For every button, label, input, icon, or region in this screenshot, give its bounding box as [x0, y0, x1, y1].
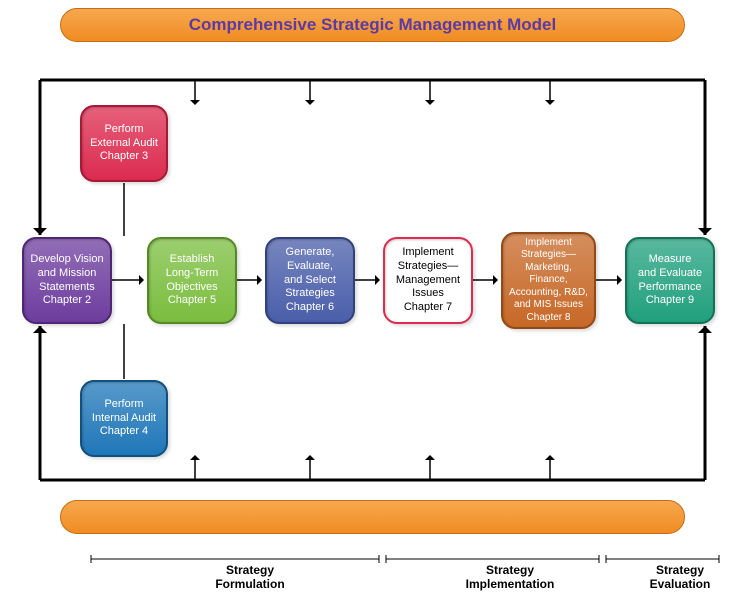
node-ch7: Implement Strategies— Management Issues … [383, 237, 473, 324]
node-ch6: Generate, Evaluate, and Select Strategie… [265, 237, 355, 324]
phase-label: Strategy Evaluation [625, 563, 735, 591]
node-ch5: Establish Long-Term Objectives Chapter 5 [147, 237, 237, 324]
node-ch8: Implement Strategies— Marketing, Finance… [501, 232, 596, 329]
node-ch9: Measure and Evaluate Performance Chapter… [625, 237, 715, 324]
title-text: Comprehensive Strategic Management Model [189, 15, 556, 35]
phase-label: Strategy Implementation [455, 563, 565, 591]
phase-label: Strategy Formulation [195, 563, 305, 591]
title-bar: Comprehensive Strategic Management Model [60, 8, 685, 42]
node-ch2: Develop Vision and Mission Statements Ch… [22, 237, 112, 324]
node-ch4: Perform Internal Audit Chapter 4 [80, 380, 168, 457]
diagram-canvas: Comprehensive Strategic Management Model… [0, 0, 740, 600]
node-ch3: Perform External Audit Chapter 3 [80, 105, 168, 182]
bottom-bar [60, 500, 685, 534]
